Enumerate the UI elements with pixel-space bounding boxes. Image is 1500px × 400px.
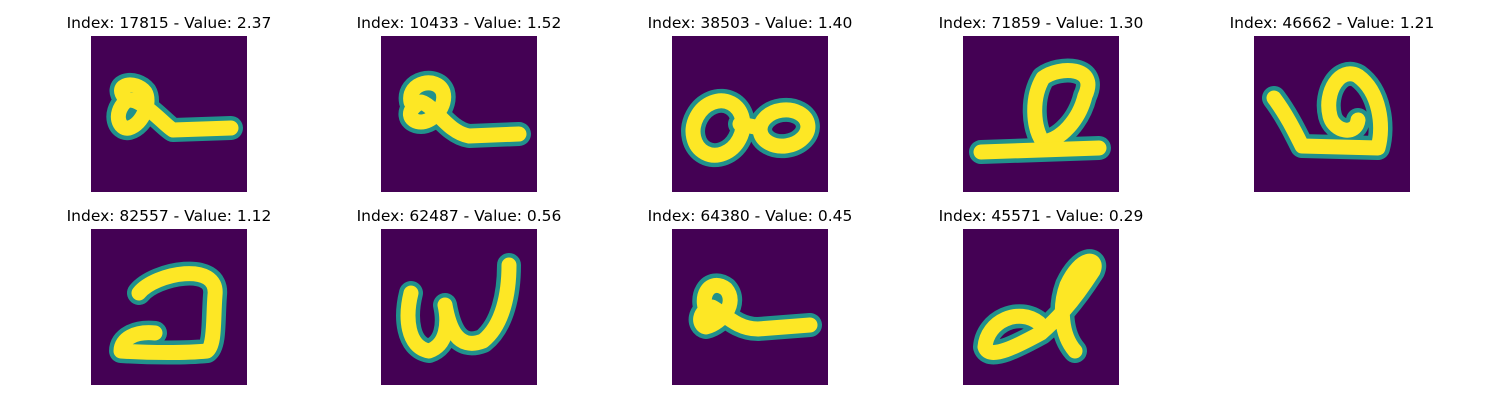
stroke-core (400, 257, 517, 359)
handwritten-glyph-image (91, 36, 247, 192)
panel-title: Index: 62487 - Value: 0.56 (356, 207, 562, 225)
panel-title: Index: 71859 - Value: 1.30 (938, 14, 1144, 32)
stroke-core (110, 77, 239, 138)
panel-title: Index: 10433 - Value: 1.52 (356, 14, 562, 32)
stroke-core (693, 277, 818, 337)
stroke-core (1266, 66, 1388, 156)
panel-title: Index: 64380 - Value: 0.45 (647, 207, 853, 225)
panel-title: Index: 45571 - Value: 0.29 (938, 207, 1144, 225)
panel-title: Index: 82557 - Value: 1.12 (66, 207, 272, 225)
handwritten-glyph-image (963, 36, 1119, 192)
stroke-core (403, 75, 527, 144)
stroke-core (977, 253, 1102, 360)
stroke-core (973, 63, 1107, 160)
stroke-core (113, 266, 223, 360)
handwritten-glyph-image (381, 36, 537, 192)
handwritten-glyph-image (672, 36, 828, 192)
handwritten-glyph-image (381, 229, 537, 385)
stroke-core (685, 93, 816, 163)
handwritten-glyph-image (1254, 36, 1410, 192)
handwritten-glyph-image (963, 229, 1119, 385)
panel-title: Index: 17815 - Value: 2.37 (66, 14, 272, 32)
panel-title: Index: 46662 - Value: 1.21 (1229, 14, 1435, 32)
handwritten-glyph-image (672, 229, 828, 385)
panel-title: Index: 38503 - Value: 1.40 (647, 14, 853, 32)
handwritten-glyph-image (91, 229, 247, 385)
